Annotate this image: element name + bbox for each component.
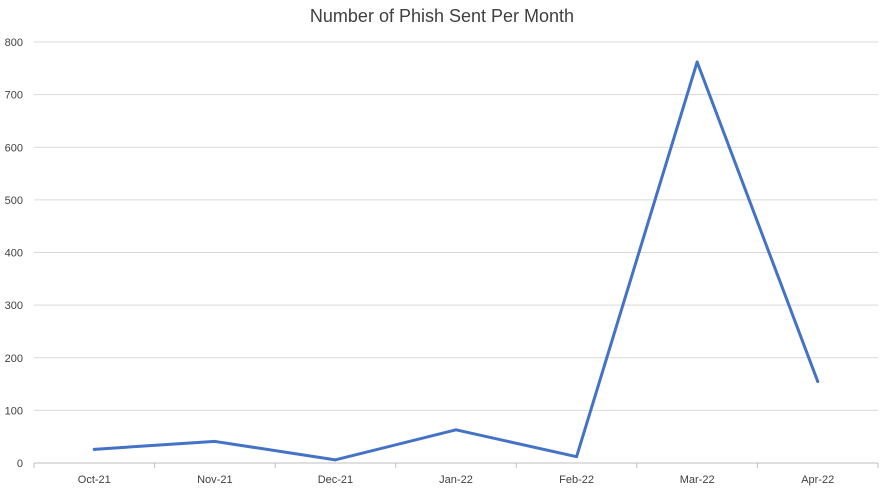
y-tick-label: 800 — [5, 37, 23, 49]
x-tick-label: Mar-22 — [680, 474, 715, 486]
data-point-Jan-22 — [454, 428, 458, 432]
x-tick-label: Feb-22 — [559, 474, 594, 486]
y-tick-label: 700 — [5, 90, 23, 102]
data-point-Apr-22 — [816, 379, 820, 383]
y-tick-label: 100 — [5, 405, 23, 417]
data-point-Mar-22 — [695, 60, 699, 64]
series — [92, 60, 820, 462]
y-tick-label: 300 — [5, 300, 23, 312]
data-point-Feb-22 — [575, 455, 579, 459]
x-tick-label: Dec-21 — [318, 474, 353, 486]
x-tick-label: Oct-21 — [78, 474, 111, 486]
series-line-0 — [92, 60, 820, 462]
x-axis: Oct-21 Nov-21 Dec-21 Jan-22 Feb-22 Mar-22 Apr-… — [33, 462, 879, 486]
y-tick-label: 200 — [5, 353, 23, 365]
y-tick-label: 400 — [5, 248, 23, 260]
y-tick-label: 500 — [5, 195, 23, 207]
x-tick-label: Jan-22 — [439, 474, 473, 486]
y-tick-label: 600 — [5, 142, 23, 154]
chart-title: Number of Phish Sent Per Month — [309, 6, 575, 26]
data-point-Oct-21 — [92, 447, 96, 451]
x-tick-label: Nov-21 — [197, 474, 232, 486]
gridlines — [34, 41, 878, 411]
data-point-Nov-21 — [213, 439, 217, 443]
data-point-Dec-21 — [333, 458, 337, 462]
x-tick-label: Apr-22 — [801, 474, 834, 486]
y-tick-label: 0 — [17, 458, 23, 470]
y-axis: 0 100 200 300 400 500 600 700 800 — [5, 37, 23, 470]
